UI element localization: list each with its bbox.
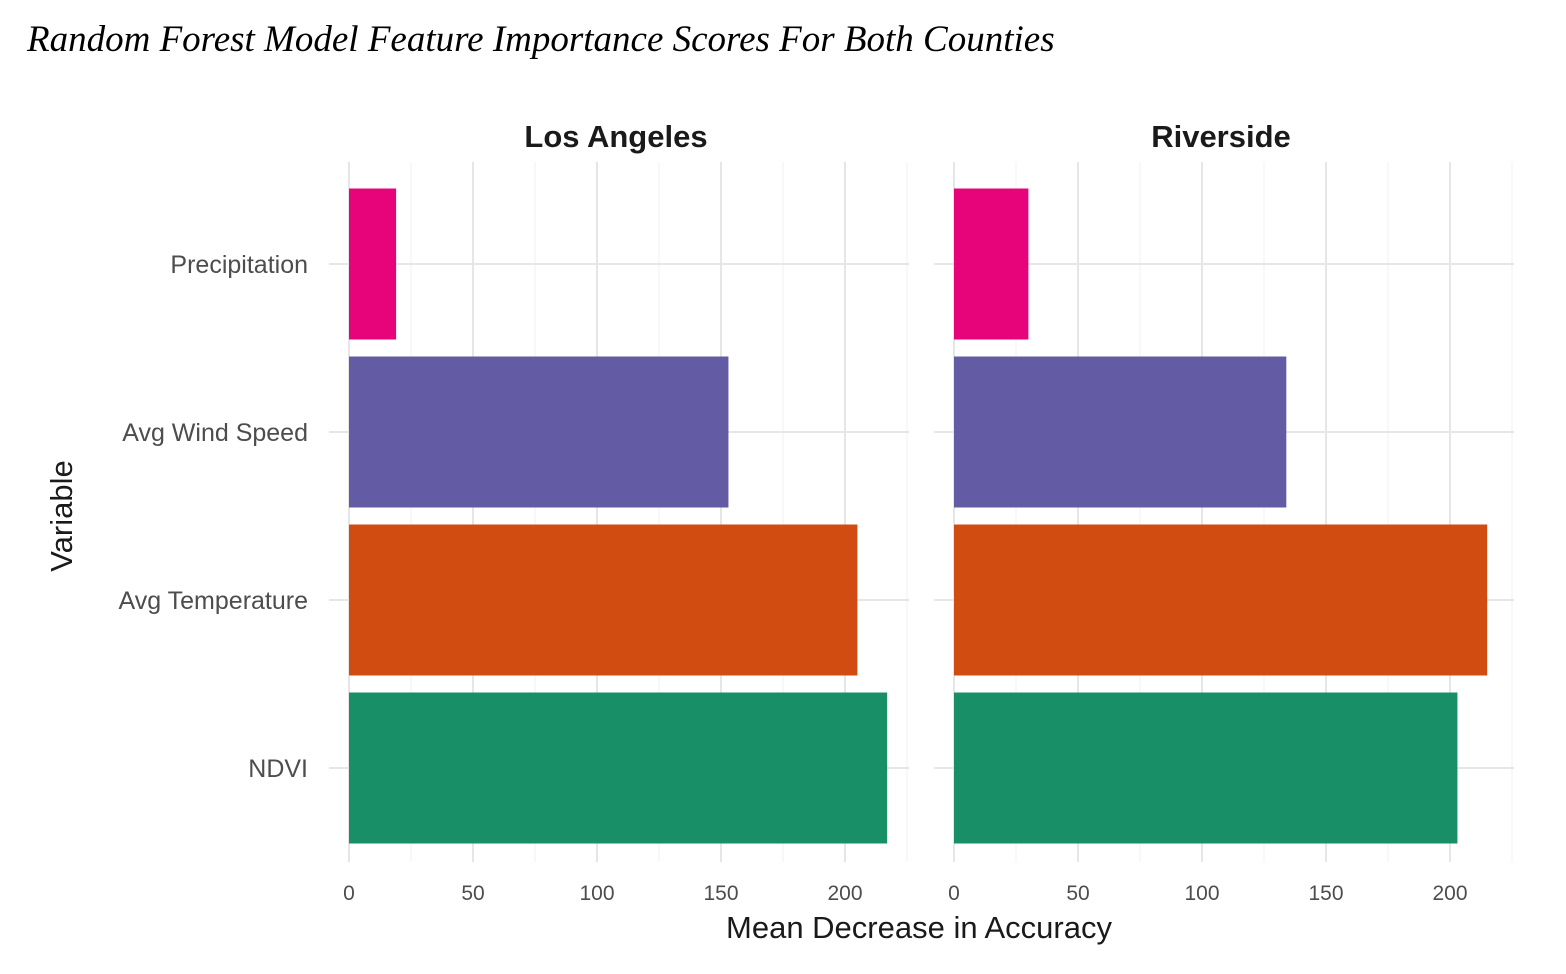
x-tick-label: 100 [579,882,614,905]
facet-los-angeles: 0 50 100 150 200 Los Angeles [329,119,909,905]
bar-los-angeles-avg-wind-speed [349,356,729,508]
facet-riverside: 0 50 100 150 200 Riverside [934,119,1514,905]
y-tick-label: NDVI [248,755,308,783]
x-tick-label: 100 [1184,882,1219,905]
x-tick-label: 150 [703,882,738,905]
bar-riverside-ndvi [954,692,1458,844]
x-tick-label: 0 [343,882,355,905]
bar-los-angeles-avg-temperature [349,524,858,676]
figure-title: Random Forest Model Feature Importance S… [27,19,1055,60]
bar-los-angeles-precipitation [349,188,397,340]
y-tick-label: Precipitation [170,251,308,279]
x-tick-label: 200 [1432,882,1467,905]
bar-riverside-avg-wind-speed [954,356,1287,508]
facet-panels: 0 50 100 150 200 Los Angeles 0 50 100 150 200 River… [329,119,1514,905]
x-tick-label: 50 [1066,882,1089,905]
bar-riverside-avg-temperature [954,524,1488,676]
y-tick-label: Avg Temperature [119,587,308,615]
facet-title: Los Angeles [524,119,707,154]
bar-los-angeles-ndvi [349,692,888,844]
x-tick-label: 50 [461,882,484,905]
x-tick-label: 150 [1308,882,1343,905]
x-axis-title: Mean Decrease in Accuracy [726,910,1112,945]
y-tick-label: Avg Wind Speed [122,419,308,447]
y-axis: Precipitation Avg Wind Speed Avg Temperatu… [119,251,308,783]
facet-title: Riverside [1151,119,1291,154]
x-tick-label: 0 [948,882,960,905]
y-axis-title: Variable [44,460,79,571]
bar-riverside-precipitation [954,188,1029,340]
x-tick-label: 200 [827,882,862,905]
